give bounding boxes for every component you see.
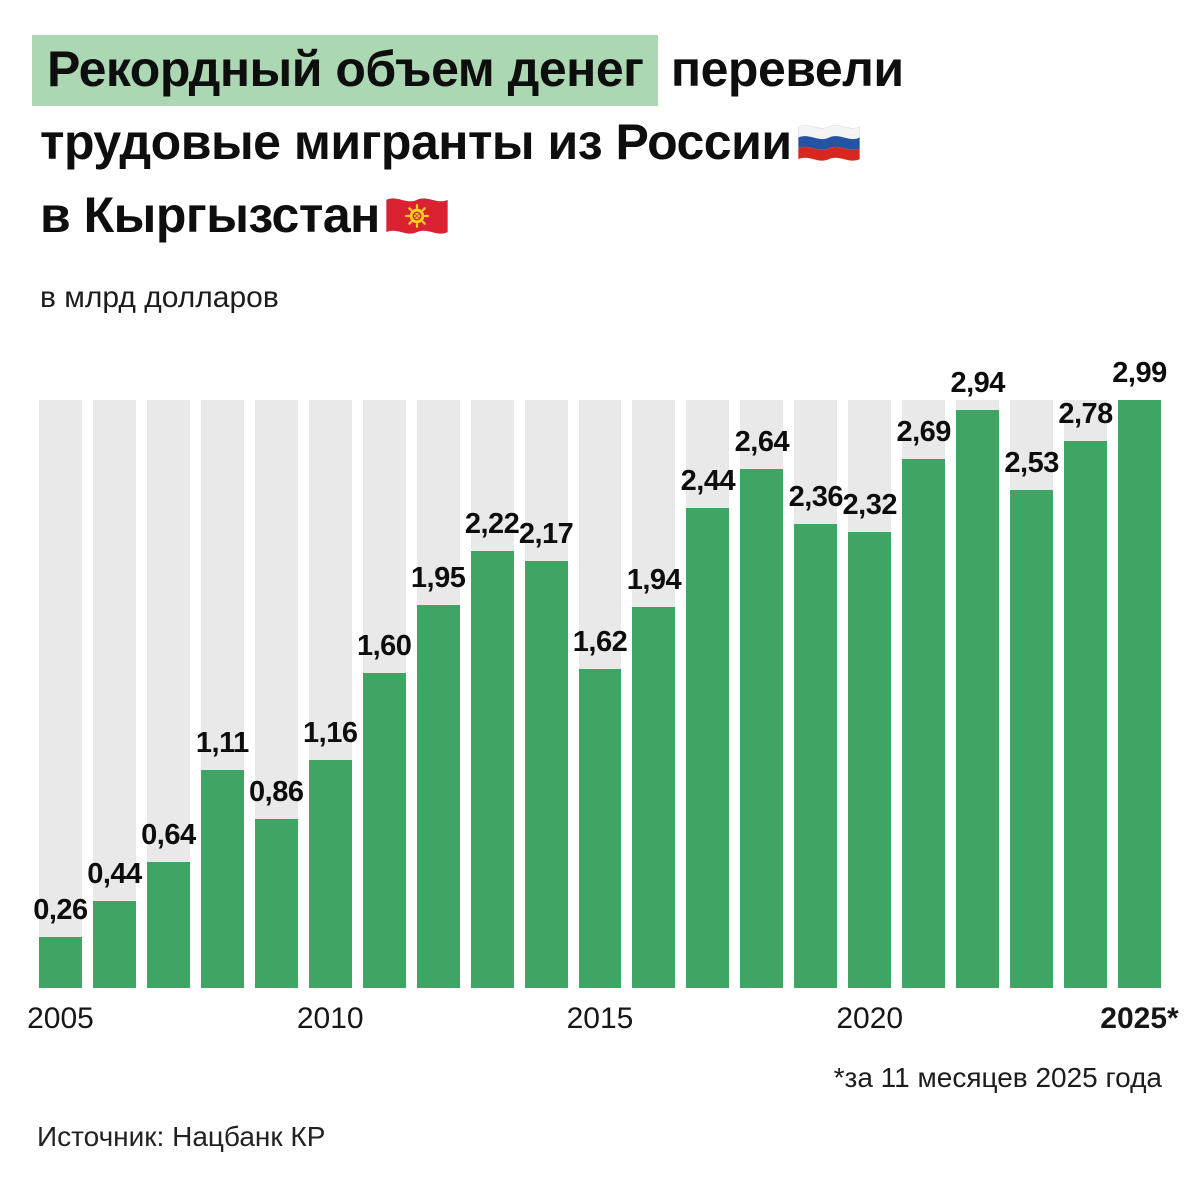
russia-flag-icon [797,125,860,161]
bar-value-label: 2,78 [1058,398,1113,431]
bar-column: 2,69 [896,400,951,988]
bar [39,936,82,988]
bar-column: 2,53 [1004,400,1059,988]
bar-column: 0,86 [249,400,304,988]
bar-column: 2,17 [519,400,574,988]
bar-column: 1,94 [627,400,682,988]
bar [848,531,892,988]
bar-column: 0,64 [141,400,196,988]
bar-column: 0,44 [87,400,142,988]
bar-column: 2,22 [465,400,520,988]
source-label: Источник: Нацбанк КР [37,1121,326,1152]
bar-column: 1,60 [357,400,412,988]
bar-chart: 0,26 0,44 0,64 1,11 0,86 1,16 1,60 1,95 2,22 2,17… [27,357,1179,1035]
title-line3-text: в Кыргызстан [40,187,380,243]
bar-value-label: 1,60 [356,630,412,663]
bar-value-label: 0,26 [33,893,88,926]
x-axis-tick-label: 2010 [296,1002,364,1035]
bar-column: 0,26 [33,400,88,988]
title-line-2: трудовые мигранты из России [40,106,904,179]
units-label: в млрд долларов [40,281,279,314]
bar-value-label: 2,69 [896,416,951,448]
bar [200,769,244,988]
x-axis-tick-label: 2020 [836,1002,904,1035]
title-line2-text: трудовые мигранты из России [40,114,792,170]
title-highlight: Рекордный объем денег [32,35,658,106]
bar [578,669,622,988]
bar-column: 2,94 [950,367,1005,988]
bar-value-label: 2,99 [1112,357,1167,389]
bar-column: 2,99 [1112,357,1167,988]
bar [1064,441,1108,988]
bar [254,818,298,988]
bar [1118,400,1162,988]
bar [956,409,1000,988]
bar-column: 1,62 [573,400,628,988]
bar-value-label: 1,16 [303,716,358,749]
bar [416,604,460,988]
x-axis-tick-label: 2005 [27,1002,94,1035]
bar-value-label: 0,44 [87,858,142,891]
x-axis-tick-label: 2025* [1100,1002,1179,1035]
page-title: Рекордный объем денег перевели трудовые … [32,33,904,252]
bar-column: 2,36 [789,400,844,988]
bar [1010,490,1054,988]
bar-value-label: 2,17 [518,518,574,551]
bar-value-label: 1,62 [572,626,628,659]
bar [632,606,676,988]
kyrgyzstan-flag-icon [386,198,448,234]
bar-column: 2,32 [843,400,897,988]
bar [686,508,730,988]
bar [524,561,568,988]
title-line1-rest: перевели [657,41,904,97]
bar [92,901,136,988]
bar [902,459,946,988]
bar-column: 1,95 [411,400,466,988]
bar-column: 1,11 [196,400,249,988]
bar-value-label: 1,11 [195,726,249,759]
bar-column: 2,44 [681,400,736,988]
bar-value-label: 1,95 [410,561,466,594]
footnote: *за 11 месяцев 2025 года [833,1062,1162,1093]
bar [146,862,190,988]
title-line-1: Рекордный объем денег перевели [32,33,904,106]
bar-column: 1,16 [303,400,358,988]
bars-area: 0,26 0,44 0,64 1,11 0,86 1,16 1,60 1,95 2,22 2,17… [33,357,1167,988]
bar-value-label: 0,86 [249,775,304,808]
bar-column: 2,78 [1058,398,1113,988]
bar [308,759,352,988]
bar-column: 2,64 [735,400,790,988]
x-axis-ticks: 2005 2010 2015 2020 2025* [27,1002,1179,1036]
title-line-3: в Кыргызстан [40,179,904,252]
bar [794,523,838,988]
bar-value-label: 2,22 [464,508,520,541]
bar-value-label: 2,44 [680,465,736,498]
bar [470,551,514,988]
bar-value-label: 2,53 [1004,447,1059,480]
bar-value-label: 0,64 [141,819,196,852]
bar-value-label: 2,32 [842,488,898,521]
bar-value-label: 2,94 [950,366,1005,399]
bar [362,673,406,988]
bar-value-label: 2,64 [734,425,790,458]
x-axis-tick-label: 2015 [566,1002,634,1035]
bar-value-label: 2,36 [788,480,844,513]
bar-value-label: 1,94 [626,563,682,596]
bar [740,468,784,988]
